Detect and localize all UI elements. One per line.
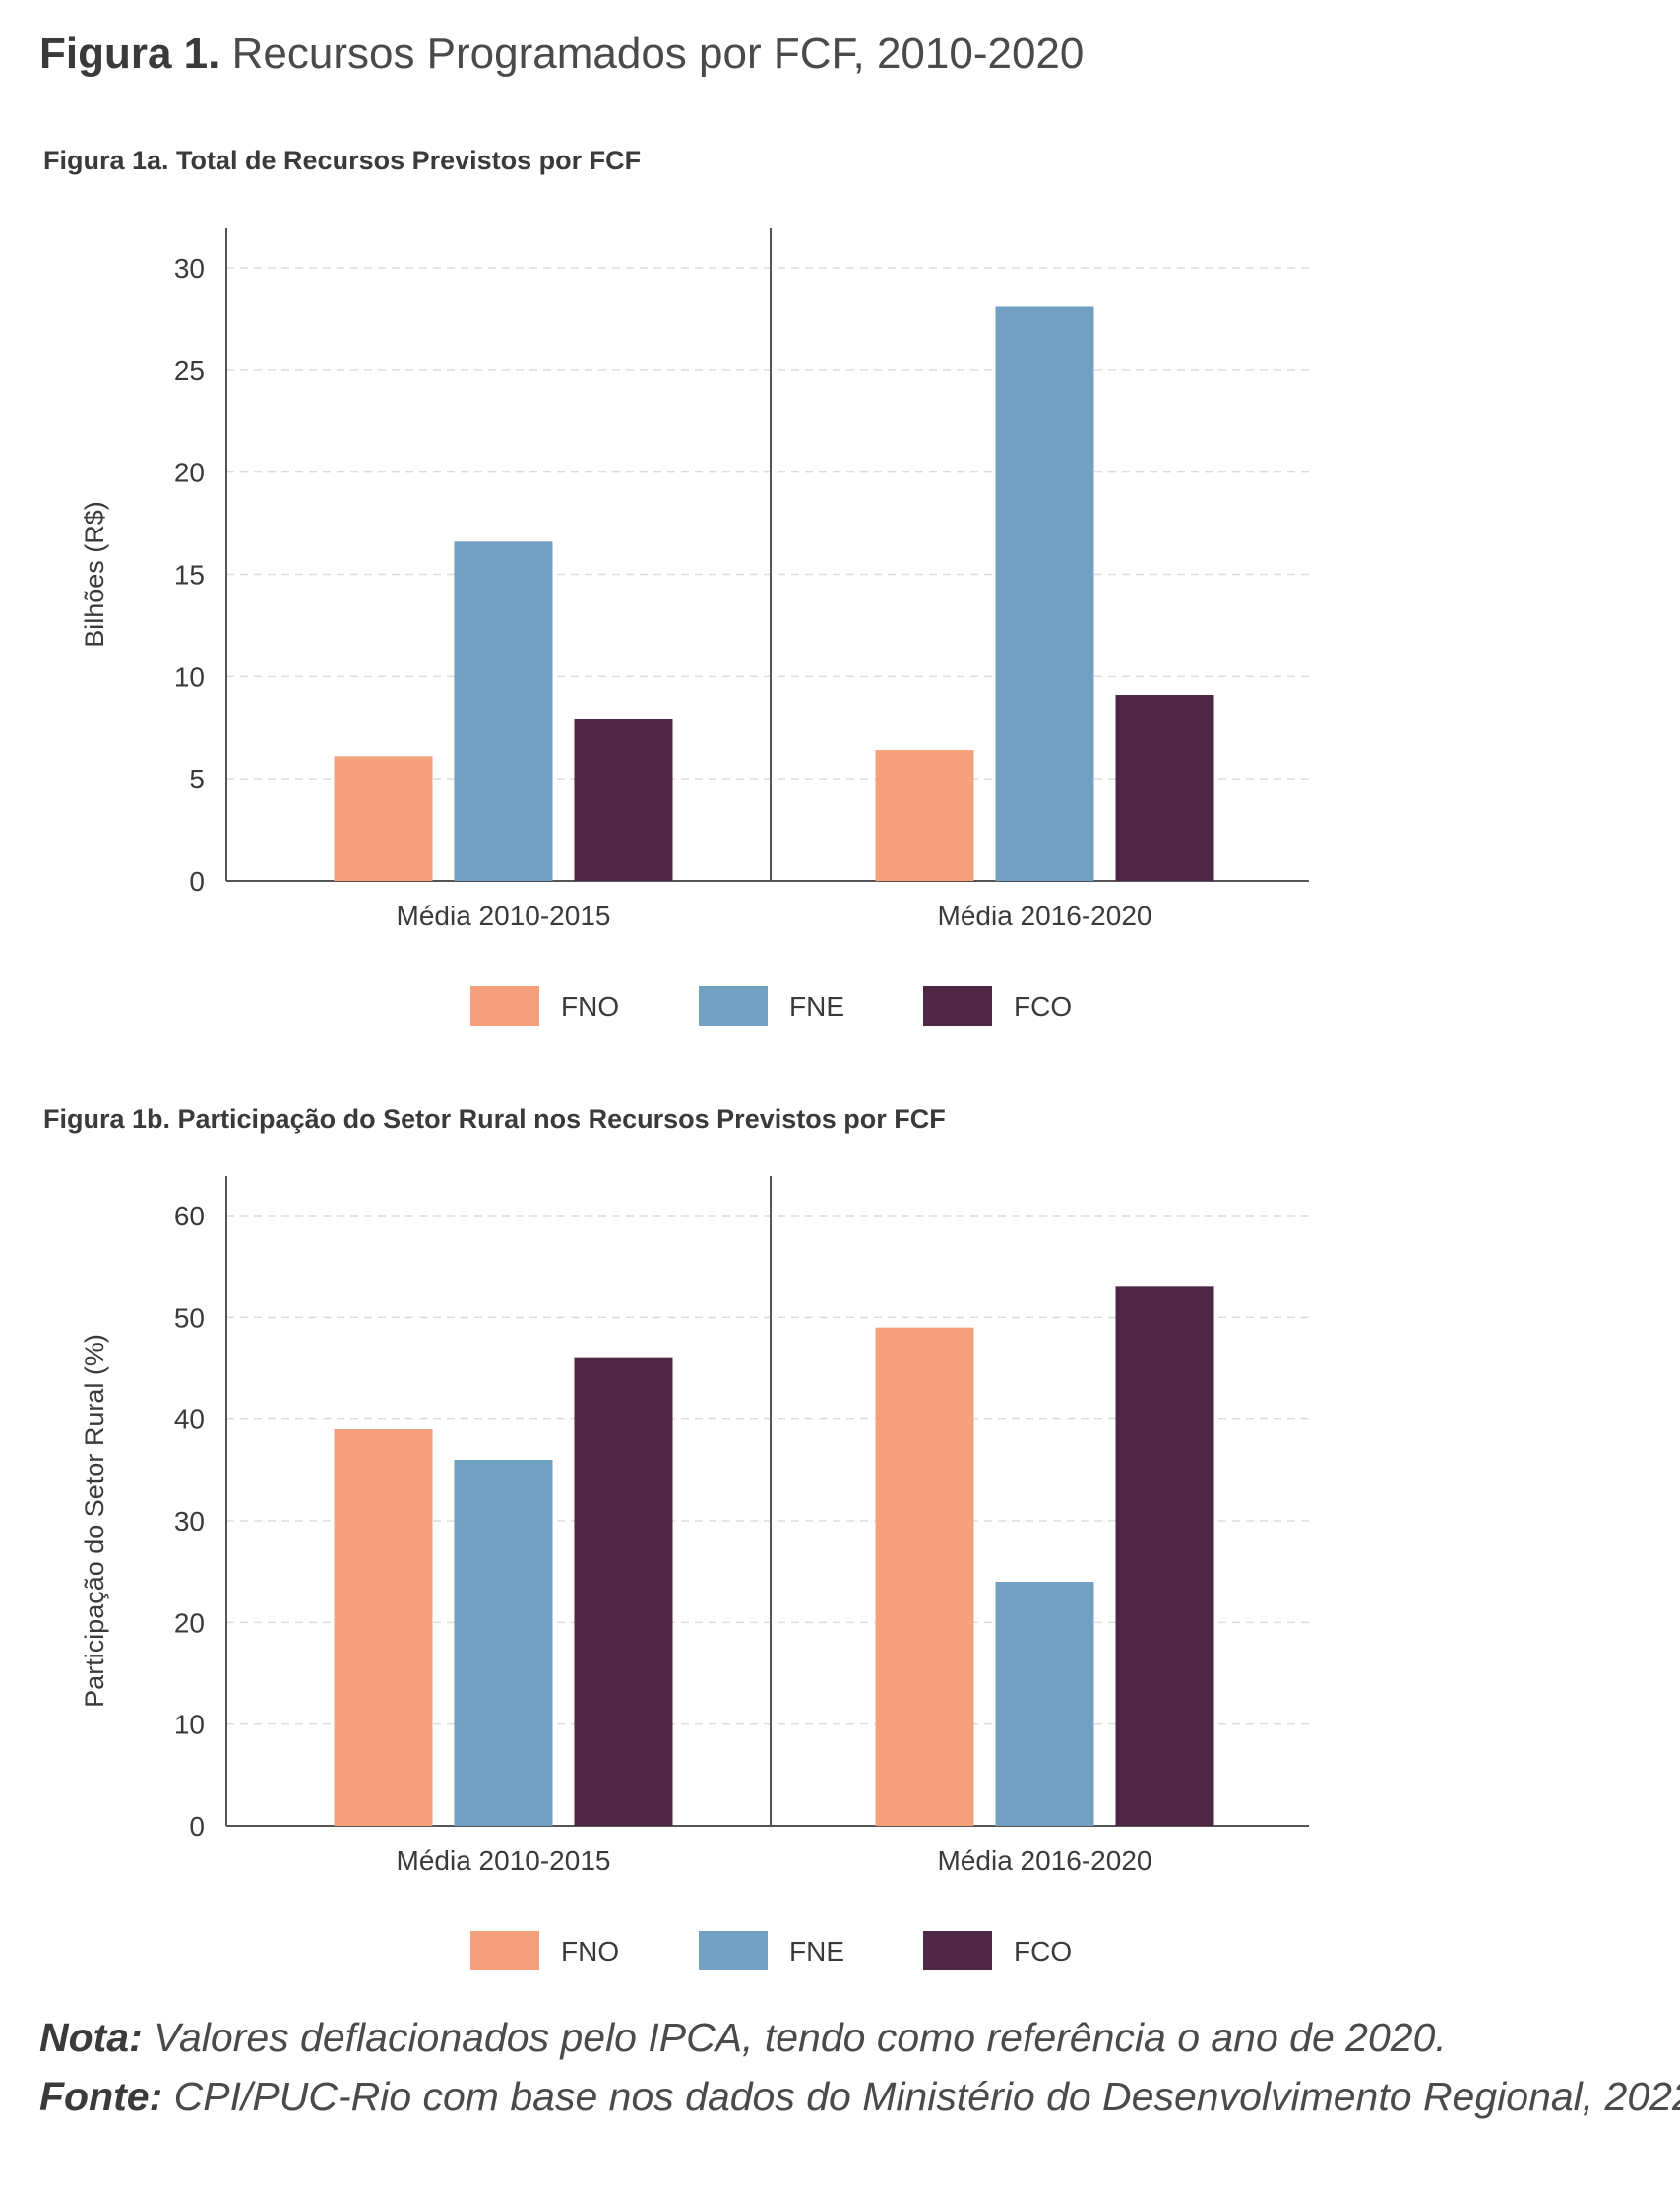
bar-fco	[1115, 695, 1214, 881]
x-category-label: Média 2010-2015	[397, 1845, 611, 1876]
bar-fno	[334, 1429, 433, 1826]
legend-label-fco: FCO	[1014, 991, 1072, 1022]
legend-swatch-fco	[923, 1931, 992, 1970]
legend-swatch-fne	[699, 986, 768, 1026]
legend-label-fne: FNE	[789, 1936, 844, 1967]
legend-label-fne: FNE	[789, 991, 844, 1022]
chart-1b-title: Figura 1b. Participação do Setor Rural n…	[43, 1104, 946, 1134]
y-tick-label: 10	[174, 1710, 205, 1740]
legend-label-fno: FNO	[561, 1936, 619, 1967]
y-tick-label: 25	[174, 355, 205, 386]
x-category-label: Média 2016-2020	[938, 1845, 1152, 1876]
nota-label: Nota:	[39, 2015, 143, 2060]
bar-fco	[574, 719, 673, 881]
chart-1b: 0 10 20 30 40 50 60 Participação do Setor Rural…	[80, 1176, 1309, 1970]
figure-title-label: Figura 1.	[39, 30, 220, 78]
bar-fne	[454, 541, 553, 881]
y-axis-label: Participação do Setor Rural (%)	[80, 1334, 109, 1708]
y-tick-label: 60	[174, 1201, 205, 1231]
nota-text: Valores deflacionados pelo IPCA, tendo c…	[142, 2015, 1447, 2060]
y-tick-label: 5	[189, 764, 205, 794]
chart-1a: 0 5 10 15 20 25 30 Bilhões (R$) Média 2010-2015 M…	[80, 228, 1309, 1026]
y-tick-label: 30	[174, 253, 205, 283]
y-tick-label: 15	[174, 560, 205, 591]
chart-1a-title: Figura 1a. Total de Recursos Previstos p…	[43, 146, 642, 175]
x-category-label: Média 2010-2015	[397, 901, 611, 931]
y-tick-label: 20	[174, 1607, 205, 1638]
bar-fne	[454, 1460, 553, 1826]
figure-title: Figura 1. Recursos Programados por FCF, …	[39, 30, 1084, 79]
y-tick-label: 10	[174, 661, 205, 692]
legend-swatch-fno	[470, 986, 539, 1026]
bar-fco	[574, 1357, 673, 1826]
legend-label-fco: FCO	[1014, 1936, 1072, 1967]
bar-fno	[875, 750, 974, 881]
fonte-text: CPI/PUC-Rio com base nos dados do Minist…	[162, 2074, 1680, 2119]
nota-line: Nota: Valores deflacionados pelo IPCA, t…	[39, 2008, 1680, 2067]
y-tick-label: 50	[174, 1302, 205, 1333]
fonte-label: Fonte:	[39, 2074, 163, 2119]
bar-fne	[995, 1582, 1094, 1826]
legend-swatch-fno	[470, 1931, 539, 1970]
legend-swatch-fne	[699, 1931, 768, 1970]
bar-fno	[875, 1327, 974, 1826]
notes: Nota: Valores deflacionados pelo IPCA, t…	[39, 2008, 1680, 2126]
x-category-label: Média 2016-2020	[938, 901, 1152, 931]
y-tick-label: 20	[174, 458, 205, 488]
legend-label-fno: FNO	[561, 991, 619, 1022]
fonte-line: Fonte: CPI/PUC-Rio com base nos dados do…	[39, 2067, 1680, 2126]
legend-swatch-fco	[923, 986, 992, 1026]
y-tick-label: 0	[189, 1811, 205, 1842]
y-tick-label: 40	[174, 1405, 205, 1435]
y-tick-label: 0	[189, 866, 205, 897]
bar-fne	[995, 306, 1094, 881]
y-tick-label: 30	[174, 1506, 205, 1536]
figure-title-text: Recursos Programados por FCF, 2010-2020	[219, 30, 1085, 78]
bar-fco	[1115, 1286, 1214, 1826]
y-axis-label: Bilhões (R$)	[80, 501, 109, 648]
bar-fno	[334, 756, 433, 881]
